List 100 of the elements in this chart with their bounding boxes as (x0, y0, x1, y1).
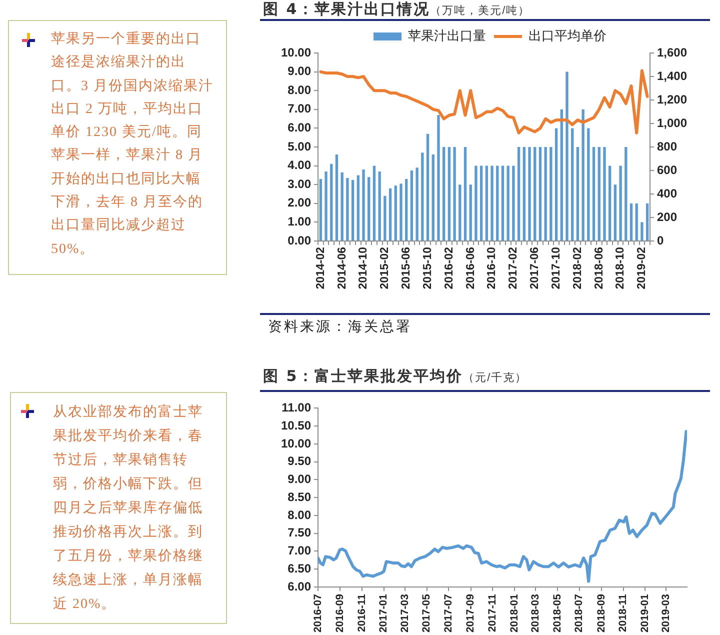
x-tick-label: 2017-07 (442, 594, 455, 633)
x-tick-label: 2019-03 (660, 594, 672, 633)
bar (512, 166, 515, 240)
bar (351, 180, 354, 240)
chart-subtitle: （元/千克） (463, 372, 528, 384)
x-tick-label: 2019-01 (639, 594, 652, 633)
legend-label: 苹果汁出口量 (408, 28, 486, 44)
bar (534, 147, 536, 240)
y-tick-label: 8.00 (288, 508, 312, 522)
bar (550, 147, 552, 240)
bar (485, 166, 488, 240)
bar (453, 147, 456, 240)
text: 从农业部发布的富士苹果批发平均价来看，春节过后，苹果销售转弱，价格小幅下跌。但四月之后苹果库存偏低推动价格再次上涨。到了五月份，苹果价格继续急速上涨，单月涨幅近 20%。 (53, 405, 203, 612)
bar (582, 109, 584, 240)
bar (368, 177, 370, 240)
bar (330, 164, 333, 240)
bar (614, 184, 617, 240)
y2-tick-label: 200 (657, 210, 678, 224)
y-tick-label: 8.00 (288, 82, 312, 97)
y-tick-label: 10.50 (280, 418, 312, 432)
chart-title: 图 4：苹果汁出口情况 (263, 0, 430, 18)
bar (324, 171, 328, 240)
x-tick-label: 2015-06 (400, 247, 413, 290)
x-tick-label: 2014-02 (314, 247, 327, 290)
bar (469, 184, 472, 240)
x-tick-label: 2018-07 (573, 594, 586, 633)
y-tick-label: 9.50 (288, 454, 312, 468)
bar (356, 175, 360, 240)
bar (448, 147, 451, 240)
y-tick-label: 9.00 (288, 472, 312, 486)
bar (646, 203, 649, 240)
bar (501, 166, 504, 240)
bar (319, 178, 322, 240)
bar (522, 147, 526, 240)
bar (630, 203, 633, 240)
y-tick-label: 2.00 (288, 196, 312, 210)
y-tick-label: 4.00 (288, 158, 312, 172)
y2-tick-label: 1,000 (657, 116, 688, 130)
y-tick-label: 6.50 (288, 561, 312, 576)
bar (340, 172, 344, 240)
y2-tick-label: 0 (657, 233, 664, 248)
y-tick-label: 10.00 (280, 436, 312, 450)
x-tick-label: 2014-10 (358, 247, 370, 290)
bar (635, 203, 638, 240)
x-tick-label: 2018-05 (551, 594, 564, 633)
y-tick-label: 7.00 (288, 544, 312, 558)
x-tick-label: 2016-11 (356, 594, 368, 632)
bar (566, 72, 568, 240)
bar (458, 184, 462, 240)
x-tick-label: 2017-05 (420, 594, 433, 633)
bar (426, 134, 430, 240)
y-tick-label: 3.00 (288, 176, 312, 191)
x-tick-label: 2015-10 (422, 247, 434, 290)
bar (405, 178, 408, 240)
text: 苹果另一个重要的出口途径是浓缩果汁的出口。3 月份国内浓缩果汁出口 2 万吨，平均出口单价 1230 美元/吨。同苹果一样，苹果汁 8 月开始的出口也同比大幅下滑，去年 8 月至今的出口量同比减少超过 50%。 (51, 32, 214, 257)
x-tick-label: 2018-06 (593, 247, 606, 290)
y-tick-label: 6.00 (288, 120, 312, 135)
y-tick-label: 11.00 (282, 400, 312, 415)
x-tick-label: 2017-01 (378, 594, 390, 633)
chart-title: 图 5：富士苹果批发平均价 (263, 367, 464, 385)
bar (362, 170, 365, 240)
bar (571, 128, 574, 240)
bar (410, 170, 414, 240)
y-tick-label: 6.00 (288, 579, 312, 594)
x-tick-label: 2018-01 (508, 594, 520, 633)
bar (464, 147, 467, 240)
legend-label: 出口平均单价 (528, 28, 606, 44)
y-tick-label: 0.00 (288, 233, 312, 248)
bar (554, 128, 558, 240)
x-tick-label: 2014-06 (336, 247, 348, 290)
bar (388, 188, 392, 240)
y-tick-label: 5.00 (288, 139, 312, 154)
y2-tick-label: 1,600 (657, 45, 688, 60)
y-tick-label: 1.00 (288, 214, 312, 229)
x-tick-label: 2018-02 (572, 247, 584, 290)
bar (640, 222, 644, 240)
y2-tick-label: 600 (657, 162, 678, 177)
bar (372, 166, 376, 240)
bar (603, 147, 606, 240)
x-tick-label: 2017-09 (464, 594, 477, 633)
bar (400, 184, 402, 240)
bar (394, 186, 397, 240)
chart-subtitle: （万吨，美元/吨） (430, 5, 530, 17)
bar (384, 196, 386, 240)
y2-tick-label: 800 (657, 139, 678, 154)
bar (506, 166, 510, 240)
bar (416, 168, 418, 240)
x-tick-label: 2017-10 (550, 247, 562, 290)
x-tick-label: 2015-02 (379, 247, 392, 290)
bar (538, 147, 542, 240)
y-tick-label: 10.00 (280, 45, 312, 60)
x-tick-label: 2016-07 (312, 594, 324, 633)
x-tick-label: 2016-09 (334, 594, 346, 633)
bar (544, 147, 547, 240)
bar (490, 166, 494, 240)
bar (335, 154, 338, 240)
bar (560, 109, 563, 240)
x-tick-label: 2019-02 (636, 247, 648, 290)
bar (517, 147, 520, 240)
x-tick-label: 2017-03 (398, 594, 411, 633)
